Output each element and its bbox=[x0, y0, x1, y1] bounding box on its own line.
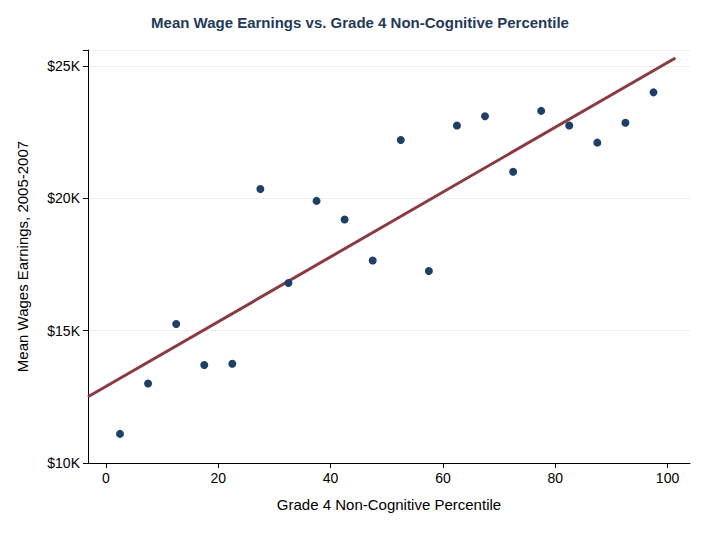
svg-text:60: 60 bbox=[435, 470, 451, 486]
svg-text:$20K: $20K bbox=[47, 190, 80, 206]
svg-text:$25K: $25K bbox=[47, 58, 80, 74]
svg-text:40: 40 bbox=[323, 470, 339, 486]
svg-text:Mean Wage Earnings vs. Grade 4: Mean Wage Earnings vs. Grade 4 Non-Cogni… bbox=[151, 14, 569, 31]
svg-text:0: 0 bbox=[102, 470, 110, 486]
svg-text:$10K: $10K bbox=[47, 455, 80, 471]
svg-text:80: 80 bbox=[547, 470, 563, 486]
svg-text:20: 20 bbox=[210, 470, 226, 486]
svg-text:100: 100 bbox=[656, 470, 680, 486]
svg-text:Grade 4 Non-Cognitive Percenti: Grade 4 Non-Cognitive Percentile bbox=[277, 496, 501, 513]
svg-text:Mean Wages Earnings, 2005-2007: Mean Wages Earnings, 2005-2007 bbox=[14, 141, 31, 372]
svg-text:$15K: $15K bbox=[47, 323, 80, 339]
